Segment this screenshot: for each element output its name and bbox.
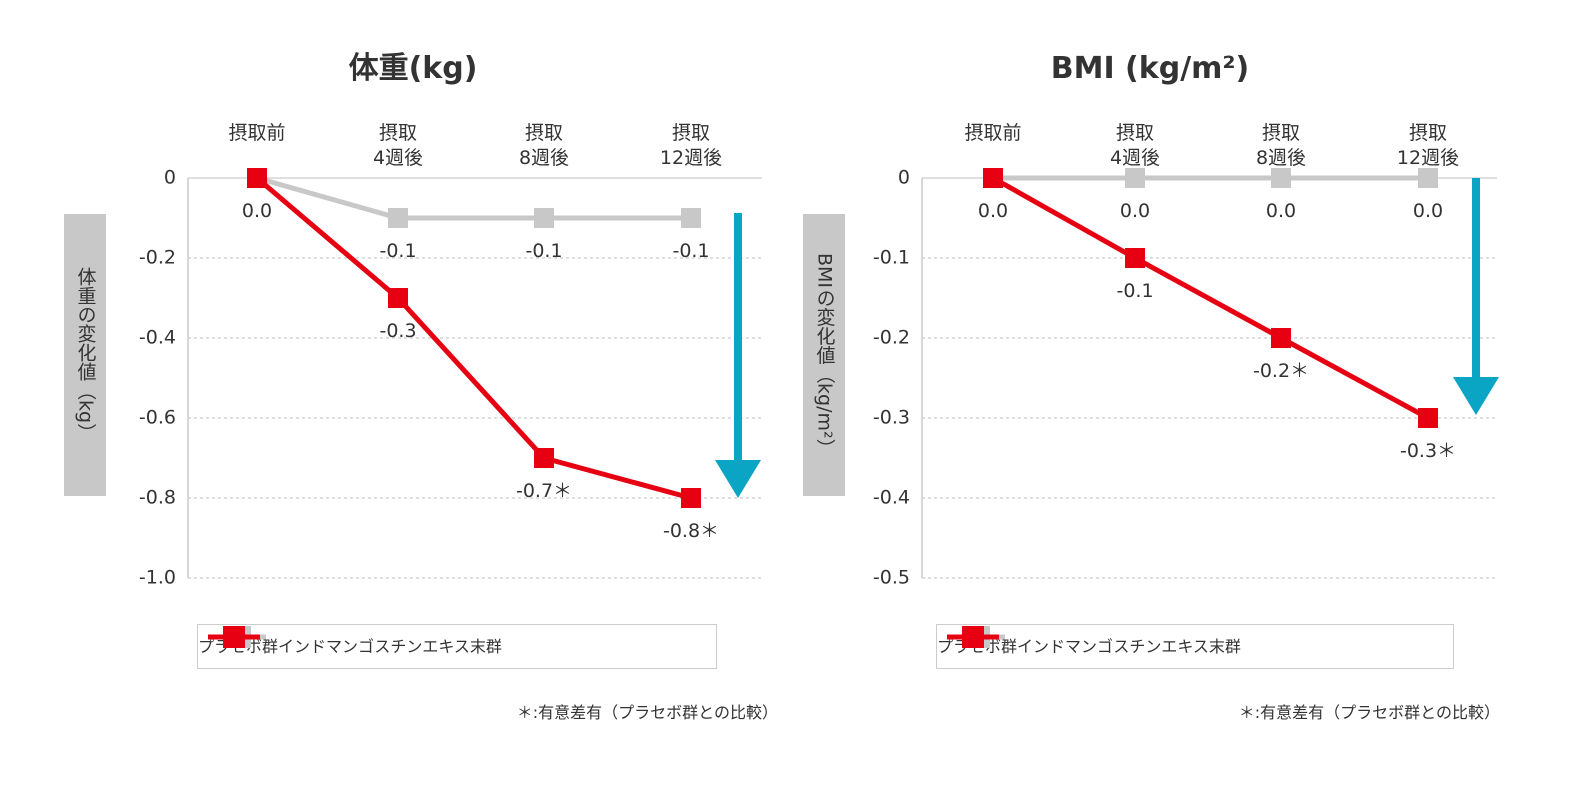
marker — [388, 288, 408, 308]
arrow-head — [1453, 377, 1499, 415]
marker — [388, 208, 408, 228]
marker — [1125, 248, 1145, 268]
marker — [1271, 328, 1291, 348]
y-tick-label: -0.6 — [138, 406, 176, 429]
series-line — [991, 175, 1430, 421]
legend-swatch — [208, 626, 260, 648]
chart-title: 体重(kg) — [348, 51, 478, 86]
chart-title: BMI (kg/m²) — [1050, 51, 1250, 86]
x-tick-label: 摂取 12週後 — [659, 122, 723, 169]
x-tick-label: 摂取前 — [964, 122, 1022, 144]
marker — [983, 168, 1003, 188]
y-tick-label: -1.0 — [138, 566, 176, 589]
y-axis-label: BMIの変化値（kg/m²） — [803, 214, 845, 496]
y-tick-label: -0.4 — [138, 326, 176, 349]
x-tick-label: 摂取前 — [228, 122, 286, 144]
y-tick-label: -0.8 — [138, 486, 176, 509]
legend-label: インドマンゴスチンエキス末群 — [1017, 637, 1241, 656]
y-tick-label: -0.1 — [872, 246, 910, 269]
x-tick-label: 摂取 4週後 — [372, 122, 424, 169]
legend-swatch — [947, 626, 999, 648]
marker — [1418, 168, 1438, 188]
value-label: -0.1 — [1116, 280, 1154, 302]
series-line — [256, 175, 691, 221]
y-tick-label: -0.3 — [872, 406, 910, 429]
y-tick-label: -0.2 — [872, 326, 910, 349]
y-tick-label: -0.5 — [872, 566, 910, 589]
footnote: ＊:有意差有（プラセボ群との比較） — [516, 703, 778, 722]
value-label: -0.7＊ — [515, 480, 573, 502]
value-label: 0.0 — [241, 200, 273, 222]
marker — [1418, 408, 1438, 428]
legend: プラセボ群インドマンゴスチンエキス末群 — [197, 624, 717, 669]
x-tick-label: 摂取 8週後 — [1255, 122, 1307, 169]
marker — [534, 208, 554, 228]
value-label: -0.8＊ — [662, 520, 720, 542]
value-label: 0.0 — [1119, 200, 1151, 222]
y-axis-label: 体重の変化値（kg） — [64, 214, 106, 496]
value-label: -0.1 — [525, 240, 563, 262]
value-label: 0.0 — [1412, 200, 1444, 222]
value-label: 0.0 — [977, 200, 1009, 222]
value-label: -0.1 — [379, 240, 417, 262]
y-tick-label: 0 — [897, 166, 910, 189]
value-label: -0.1 — [672, 240, 710, 262]
y-tick-label: 0 — [163, 166, 176, 189]
marker — [681, 488, 701, 508]
marker — [534, 448, 554, 468]
marker — [247, 168, 267, 188]
value-label: -0.3 — [379, 320, 417, 342]
marker — [681, 208, 701, 228]
marker — [1125, 168, 1145, 188]
legend: プラセボ群インドマンゴスチンエキス末群 — [936, 624, 1454, 669]
value-label: -0.3＊ — [1399, 440, 1457, 462]
footnote: ＊:有意差有（プラセボ群との比較） — [1238, 703, 1500, 722]
legend-label: インドマンゴスチンエキス末群 — [278, 637, 502, 656]
arrow-head — [715, 460, 761, 498]
marker — [1271, 168, 1291, 188]
x-tick-label: 摂取 12週後 — [1396, 122, 1460, 169]
value-label: 0.0 — [1265, 200, 1297, 222]
x-tick-label: 摂取 4週後 — [1109, 122, 1161, 169]
series-line — [255, 176, 692, 501]
value-label: -0.2＊ — [1252, 360, 1310, 382]
y-tick-label: -0.4 — [872, 486, 910, 509]
y-tick-label: -0.2 — [138, 246, 176, 269]
x-tick-label: 摂取 8週後 — [518, 122, 570, 169]
